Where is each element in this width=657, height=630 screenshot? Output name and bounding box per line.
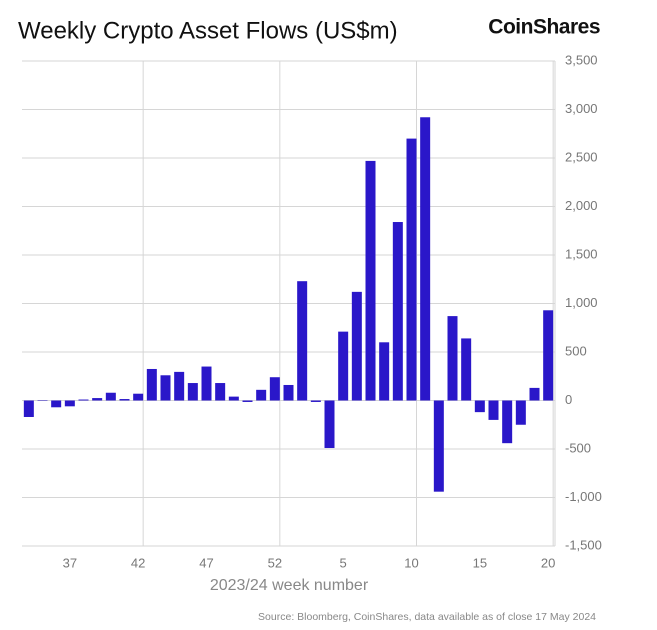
bar	[310, 400, 321, 402]
bar	[351, 291, 362, 401]
x-tick-label: 52	[268, 555, 282, 570]
bar	[51, 400, 62, 408]
bar	[461, 338, 472, 401]
y-tick-label: 3,500	[565, 52, 598, 67]
y-tick-label: 0	[565, 392, 572, 407]
bar	[502, 400, 513, 444]
bar	[392, 222, 403, 401]
x-tick-label: 15	[473, 555, 487, 570]
bar	[242, 400, 253, 402]
bar	[324, 400, 335, 449]
bar	[338, 331, 349, 401]
x-tick-label: 20	[541, 555, 555, 570]
bar	[78, 399, 89, 401]
bar	[256, 389, 267, 401]
bar	[187, 383, 198, 401]
bar	[365, 160, 376, 401]
y-tick-label: -500	[565, 440, 591, 455]
bar	[379, 342, 390, 401]
bar	[406, 138, 417, 401]
x-tick-label: 42	[131, 555, 145, 570]
bar	[474, 400, 485, 413]
bar	[201, 366, 212, 401]
bar	[283, 384, 294, 401]
bar	[543, 310, 554, 401]
y-tick-label: -1,500	[565, 537, 602, 552]
bar	[133, 393, 144, 401]
bar	[160, 375, 171, 401]
bar	[529, 387, 540, 401]
bar	[105, 392, 116, 401]
logo: CoinShares	[488, 16, 600, 39]
bar	[488, 400, 499, 420]
y-tick-label: 500	[565, 343, 587, 358]
y-tick-label: 1,500	[565, 246, 598, 261]
y-tick-label: -1,000	[565, 489, 602, 504]
x-tick-label: 47	[199, 555, 213, 570]
chart-title: Weekly Crypto Asset Flows (US$m)	[18, 17, 398, 44]
bar	[119, 399, 130, 401]
bar	[433, 400, 444, 492]
bar	[174, 371, 185, 401]
bar	[215, 383, 226, 401]
bar	[64, 400, 75, 407]
y-tick-label: 1,000	[565, 295, 598, 310]
bar	[92, 398, 103, 401]
bar	[23, 400, 34, 417]
y-tick-label: 2,000	[565, 198, 598, 213]
y-tick-label: 2,500	[565, 149, 598, 164]
bar	[420, 117, 431, 401]
bar	[228, 396, 239, 401]
bar	[297, 281, 308, 401]
x-axis-label: 2023/24 week number	[210, 577, 369, 594]
x-tick-label: 5	[340, 555, 347, 570]
bar	[269, 377, 280, 401]
x-tick-label: 10	[404, 555, 418, 570]
x-tick-label: 37	[63, 555, 77, 570]
bar	[146, 368, 157, 401]
y-tick-label: 3,000	[565, 101, 598, 116]
bar	[515, 400, 526, 425]
bar	[447, 316, 458, 401]
source-note: Source: Bloomberg, CoinShares, data avai…	[258, 611, 596, 623]
